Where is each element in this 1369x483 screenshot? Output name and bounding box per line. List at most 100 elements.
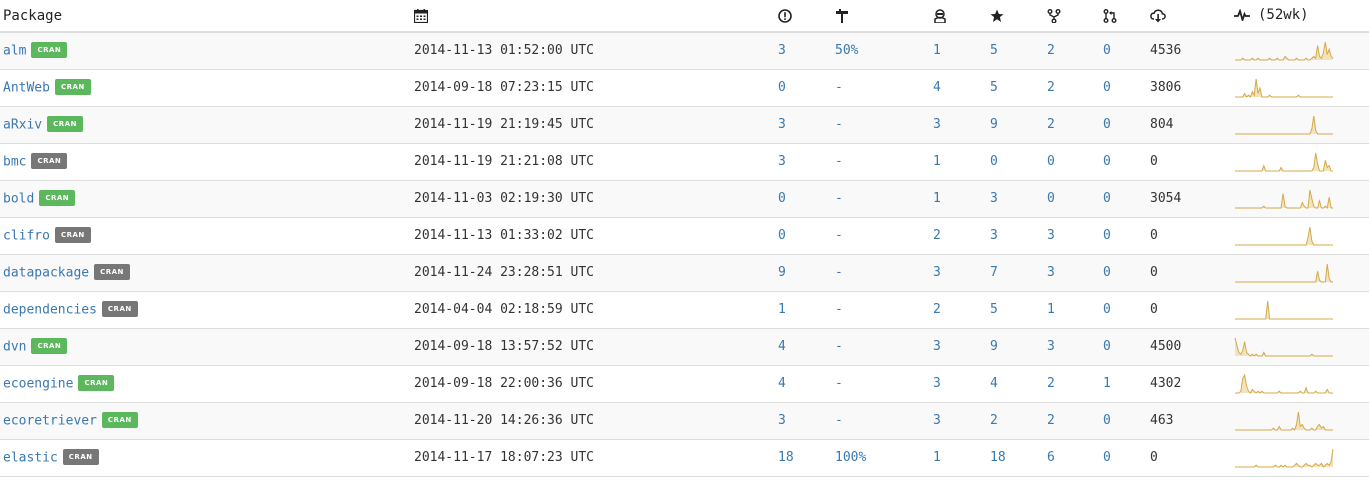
- coverage-column-header[interactable]: [835, 0, 933, 33]
- coverage-value[interactable]: 100%: [835, 450, 867, 465]
- cran-badge[interactable]: CRAN: [101, 411, 138, 428]
- contributors-count[interactable]: 3: [933, 339, 941, 354]
- issues-count[interactable]: 0: [778, 80, 786, 95]
- prs-column-header[interactable]: [1103, 0, 1150, 33]
- prs-count[interactable]: 1: [1103, 376, 1111, 391]
- issues-count[interactable]: 0: [778, 191, 786, 206]
- prs-count[interactable]: 0: [1103, 339, 1111, 354]
- issues-count[interactable]: 3: [778, 43, 786, 59]
- forks-count[interactable]: 3: [1047, 228, 1055, 243]
- contributors-count[interactable]: 4: [933, 80, 941, 95]
- contributors-count[interactable]: 2: [933, 228, 941, 243]
- contributors-count[interactable]: 3: [933, 376, 941, 391]
- issues-column-header[interactable]: [778, 0, 835, 33]
- prs-count[interactable]: 0: [1103, 43, 1111, 59]
- forks-count[interactable]: 2: [1047, 43, 1055, 59]
- forks-count[interactable]: 2: [1047, 413, 1055, 428]
- package-link[interactable]: ecoengine: [3, 376, 74, 391]
- coverage-value[interactable]: -: [835, 339, 843, 354]
- forks-count[interactable]: 3: [1047, 265, 1055, 280]
- forks-count[interactable]: 6: [1047, 450, 1055, 465]
- prs-count[interactable]: 0: [1103, 450, 1111, 465]
- coverage-value[interactable]: -: [835, 191, 843, 206]
- forks-count[interactable]: 0: [1047, 154, 1055, 169]
- coverage-value[interactable]: -: [835, 413, 843, 428]
- contributors-count[interactable]: 1: [933, 43, 941, 59]
- stars-count[interactable]: 9: [990, 117, 998, 132]
- contributors-count[interactable]: 1: [933, 154, 941, 169]
- package-link[interactable]: dependencies: [3, 302, 97, 317]
- prs-count[interactable]: 0: [1103, 80, 1111, 95]
- prs-count[interactable]: 0: [1103, 154, 1111, 169]
- prs-count[interactable]: 0: [1103, 265, 1111, 280]
- stars-count[interactable]: 3: [990, 191, 998, 206]
- stars-count[interactable]: 3: [990, 228, 998, 243]
- cran-badge[interactable]: CRAN: [54, 78, 91, 95]
- coverage-value[interactable]: -: [835, 265, 843, 280]
- stars-count[interactable]: 9: [990, 339, 998, 354]
- cran-badge[interactable]: CRAN: [47, 115, 83, 132]
- stars-count[interactable]: 18: [990, 450, 1006, 465]
- cran-badge[interactable]: CRAN: [54, 226, 91, 243]
- cran-badge[interactable]: CRAN: [31, 337, 68, 354]
- issues-count[interactable]: 9: [778, 265, 786, 280]
- coverage-value[interactable]: -: [835, 302, 843, 317]
- coverage-value[interactable]: -: [835, 228, 843, 243]
- package-link[interactable]: elastic: [3, 450, 58, 465]
- issues-count[interactable]: 1: [778, 302, 786, 317]
- contributors-count[interactable]: 1: [933, 191, 941, 206]
- downloads-column-header[interactable]: [1150, 0, 1234, 33]
- coverage-value[interactable]: -: [835, 117, 843, 132]
- package-column-header[interactable]: Package: [0, 0, 412, 33]
- forks-count[interactable]: 1: [1047, 302, 1055, 317]
- issues-count[interactable]: 4: [778, 339, 786, 354]
- package-link[interactable]: aRxiv: [3, 117, 43, 132]
- stars-count[interactable]: 4: [990, 376, 998, 391]
- package-link[interactable]: bmc: [3, 154, 27, 169]
- package-link[interactable]: clifro: [3, 228, 50, 243]
- forks-count[interactable]: 0: [1047, 191, 1055, 206]
- forks-count[interactable]: 2: [1047, 117, 1055, 132]
- coverage-value[interactable]: -: [835, 154, 843, 169]
- cran-badge[interactable]: CRAN: [78, 374, 115, 391]
- forks-count[interactable]: 2: [1047, 376, 1055, 391]
- prs-count[interactable]: 0: [1103, 413, 1111, 428]
- coverage-value[interactable]: 50%: [835, 43, 859, 59]
- stars-count[interactable]: 2: [990, 413, 998, 428]
- prs-count[interactable]: 0: [1103, 228, 1111, 243]
- coverage-value[interactable]: -: [835, 80, 843, 95]
- issues-count[interactable]: 4: [778, 376, 786, 391]
- contributors-count[interactable]: 3: [933, 265, 941, 280]
- stars-count[interactable]: 5: [990, 43, 998, 59]
- forks-column-header[interactable]: [1047, 0, 1103, 33]
- stars-count[interactable]: 5: [990, 302, 998, 317]
- issues-count[interactable]: 3: [778, 117, 786, 132]
- prs-count[interactable]: 0: [1103, 191, 1111, 206]
- cran-badge[interactable]: CRAN: [101, 300, 138, 317]
- cran-badge[interactable]: CRAN: [31, 41, 68, 58]
- package-link[interactable]: AntWeb: [3, 80, 50, 95]
- forks-count[interactable]: 3: [1047, 339, 1055, 354]
- cran-badge[interactable]: CRAN: [31, 152, 68, 169]
- package-link[interactable]: ecoretriever: [3, 413, 97, 428]
- package-link[interactable]: alm: [3, 43, 27, 59]
- prs-count[interactable]: 0: [1103, 117, 1111, 132]
- cran-badge[interactable]: CRAN: [62, 448, 99, 465]
- trend-column-header[interactable]: (52wk): [1234, 0, 1369, 33]
- stars-count[interactable]: 7: [990, 265, 998, 280]
- forks-count[interactable]: 2: [1047, 80, 1055, 95]
- prs-count[interactable]: 0: [1103, 302, 1111, 317]
- contributors-column-header[interactable]: [933, 0, 990, 33]
- date-column-header[interactable]: [412, 0, 778, 33]
- stars-count[interactable]: 0: [990, 154, 998, 169]
- stars-count[interactable]: 5: [990, 80, 998, 95]
- cran-badge[interactable]: CRAN: [39, 189, 76, 206]
- package-link[interactable]: dvn: [3, 339, 27, 354]
- issues-count[interactable]: 0: [778, 228, 786, 243]
- contributors-count[interactable]: 2: [933, 302, 941, 317]
- issues-count[interactable]: 18: [778, 450, 794, 465]
- contributors-count[interactable]: 3: [933, 413, 941, 428]
- cran-badge[interactable]: CRAN: [94, 263, 130, 280]
- issues-count[interactable]: 3: [778, 154, 786, 169]
- contributors-count[interactable]: 1: [933, 450, 941, 465]
